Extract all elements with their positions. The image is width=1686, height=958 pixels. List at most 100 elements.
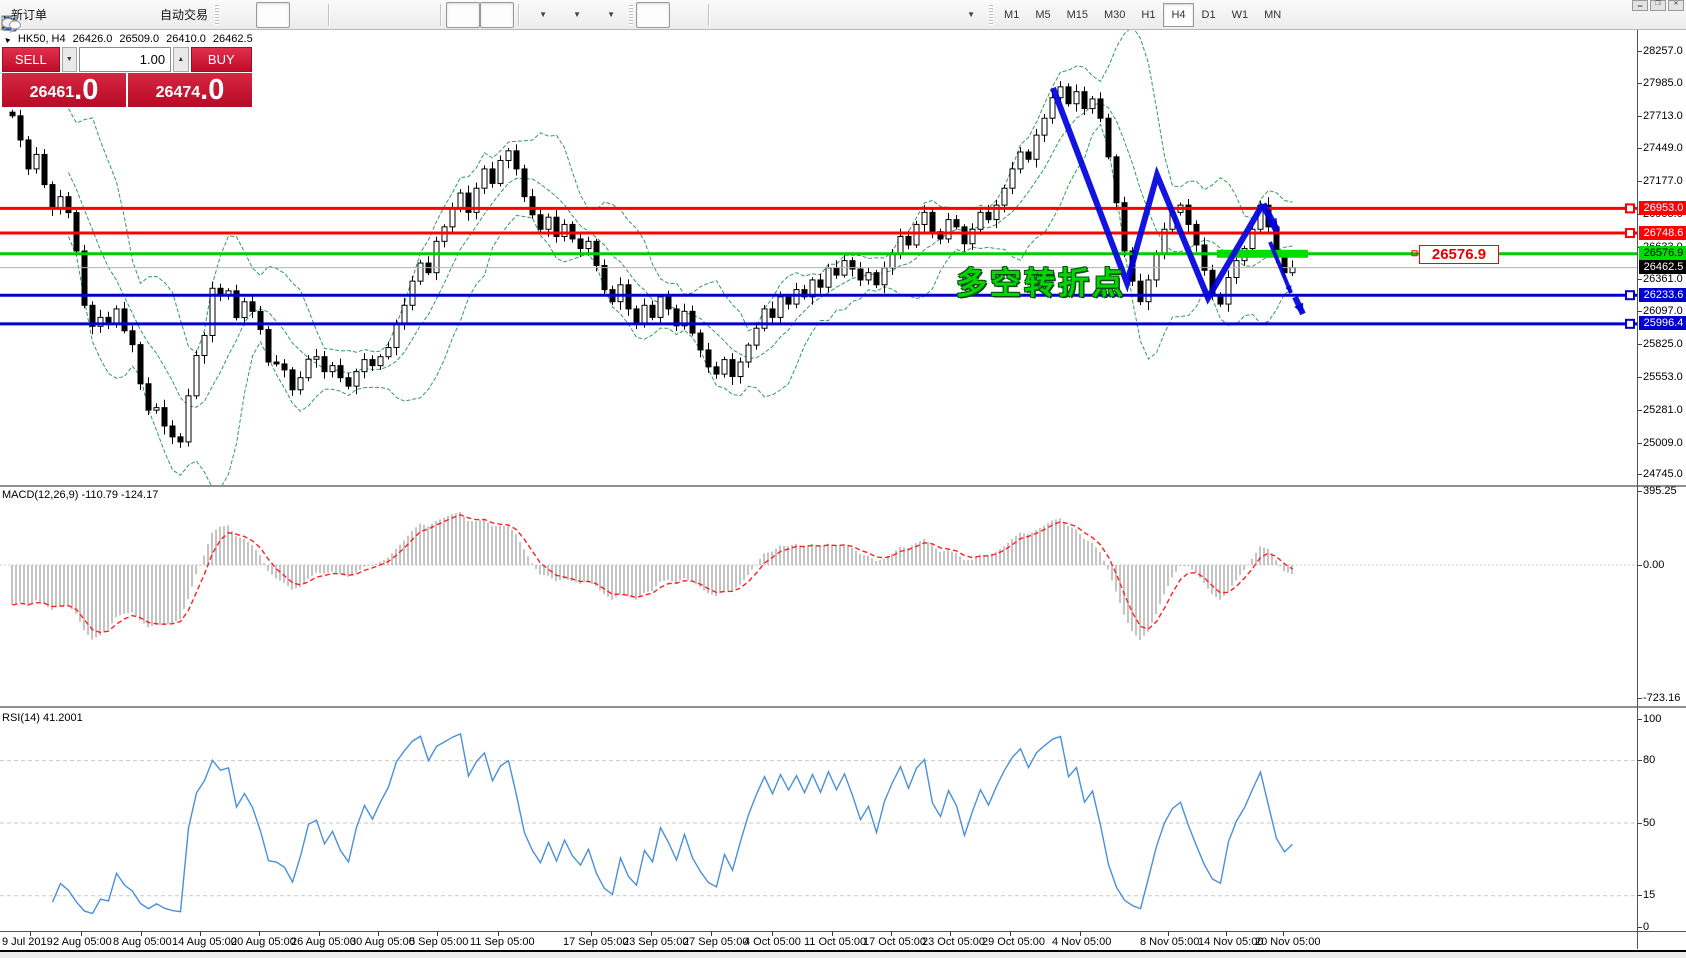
price-tag-label[interactable]: 26576.9 bbox=[1419, 245, 1499, 264]
panel-separator[interactable] bbox=[0, 485, 1686, 488]
rsi-axis-label: 50 bbox=[1643, 817, 1656, 829]
time-axis-tick bbox=[319, 932, 320, 936]
time-axis-tick bbox=[1080, 932, 1081, 936]
ohlc-open: 26426.0 bbox=[72, 33, 113, 45]
auto-scroll-button[interactable] bbox=[1, 1, 481, 31]
volume-increase-button[interactable]: ▲ bbox=[173, 47, 189, 72]
signals-button[interactable] bbox=[3, 2, 153, 29]
chevron-down-icon: ▼ bbox=[573, 10, 581, 19]
indicators-button[interactable]: ▼ bbox=[1, 2, 558, 30]
time-axis-label: 5 Sep 05:00 bbox=[409, 936, 469, 948]
chart-shift-button[interactable] bbox=[1, 1, 515, 30]
symbol-info: ▲ HK50, H4 26426.0 26509.0 26410.0 26462… bbox=[0, 33, 253, 45]
timeframe-m15[interactable]: M15 bbox=[1066, 8, 1088, 21]
price-axis-label: 26097.0 bbox=[1643, 305, 1683, 317]
crosshair-button[interactable] bbox=[2, 2, 704, 30]
timeframe-m1[interactable]: M1 bbox=[1004, 8, 1020, 21]
line-chart-button[interactable] bbox=[1, 2, 324, 30]
price-axis-tick bbox=[1637, 377, 1642, 378]
macd-axis-label: 395.25 bbox=[1643, 485, 1677, 497]
horizontal-line-button[interactable] bbox=[2, 2, 782, 28]
time-axis-tick bbox=[772, 932, 773, 936]
candle-chart-button[interactable] bbox=[2, 1, 291, 31]
time-axis-tick bbox=[711, 932, 712, 936]
price-axis-tick bbox=[1637, 474, 1642, 475]
timeframe-d1[interactable]: D1 bbox=[1201, 8, 1216, 21]
timeframe-mn[interactable]: MN bbox=[1264, 8, 1282, 21]
sell-button[interactable]: SELL bbox=[2, 47, 60, 72]
toolbar-separator bbox=[708, 3, 711, 26]
arrows-button[interactable]: ▼ bbox=[4, 2, 986, 29]
time-axis-tick bbox=[1283, 932, 1284, 936]
macd-axis-tick bbox=[1637, 698, 1642, 699]
time-axis[interactable]: 9 Jul 2019 2 Aug 05:00 8 Aug 05:00 14 Aug 0… bbox=[0, 931, 1686, 951]
price-axis-label: 27985.0 bbox=[1643, 77, 1683, 89]
price-axis-label: 27177.0 bbox=[1643, 175, 1683, 187]
vertical-line-button[interactable] bbox=[5, 2, 748, 30]
toolbar-grip bbox=[215, 4, 220, 25]
bottom-divider bbox=[0, 950, 1686, 952]
time-axis-tick bbox=[259, 932, 260, 936]
chart-annotation-text[interactable]: 多空转折点 bbox=[956, 266, 1126, 301]
periods-button[interactable]: ▼ bbox=[1, 2, 592, 31]
autotrade-button[interactable]: 自动交易 bbox=[2, 2, 212, 31]
price-axis-tick bbox=[1637, 344, 1642, 345]
buy-price-main: 26474 bbox=[155, 84, 201, 101]
templates-button[interactable]: ▼ bbox=[1, 2, 626, 29]
charts-button[interactable] bbox=[1, 2, 85, 31]
cursor-button[interactable] bbox=[4, 1, 671, 30]
timeframe-h4[interactable]: H4 bbox=[1163, 2, 1194, 27]
bar-chart-button[interactable] bbox=[2, 2, 256, 29]
zoom-out-button[interactable] bbox=[2, 2, 402, 31]
time-axis-label: 17 Sep 05:00 bbox=[563, 936, 629, 948]
timeframe-m30[interactable]: M30 bbox=[1104, 8, 1126, 21]
volume-decrease-button[interactable]: ▼ bbox=[61, 47, 78, 72]
candlestick-canvas[interactable] bbox=[0, 30, 1637, 486]
time-axis-tick bbox=[1226, 932, 1227, 936]
time-axis-label: 20 Nov 05:00 bbox=[1255, 936, 1321, 948]
price-axis-label: 25825.0 bbox=[1643, 338, 1683, 350]
volume-input[interactable] bbox=[79, 47, 172, 72]
buy-price[interactable]: 26474 .0 bbox=[128, 73, 252, 107]
time-axis-tick bbox=[1168, 932, 1169, 936]
ohlc-low: 26410.0 bbox=[166, 33, 206, 45]
toolbar-grip bbox=[989, 4, 994, 25]
rsi-axis-tick bbox=[1637, 719, 1642, 720]
window-restore-button[interactable]: ❐ bbox=[1650, 0, 1666, 11]
sell-price-main: 26461 bbox=[29, 84, 75, 101]
fibonacci-button[interactable]: F bbox=[2, 2, 884, 32]
terminal-button[interactable] bbox=[1, 2, 119, 30]
macd-canvas[interactable] bbox=[0, 487, 1637, 705]
channel-button[interactable]: E bbox=[1, 2, 850, 32]
macd-axis-label: 0.00 bbox=[1643, 559, 1665, 571]
tile-windows-button[interactable] bbox=[2, 2, 436, 30]
timeframe-m5[interactable]: M5 bbox=[1035, 8, 1051, 21]
price-axis-label: 27449.0 bbox=[1643, 142, 1683, 154]
timeframe-h1[interactable]: H1 bbox=[1141, 8, 1156, 21]
window-close-button[interactable]: ✕ bbox=[1668, 0, 1684, 11]
symbol-name: HK50, H4 bbox=[17, 33, 66, 45]
rsi-indicator-label: RSI(14) 41.2001 bbox=[2, 712, 83, 724]
trendline-button[interactable] bbox=[1, 2, 816, 30]
toolbar-separator bbox=[328, 3, 331, 26]
price-axis-label: 28257.0 bbox=[1643, 45, 1683, 57]
text-label-button[interactable]: T bbox=[1, 2, 952, 30]
rsi-axis-label: 15 bbox=[1643, 889, 1656, 901]
window-minimize-button[interactable]: ▁ bbox=[1632, 0, 1648, 11]
time-axis-tick bbox=[81, 932, 82, 936]
price-axis-label: 25553.0 bbox=[1643, 371, 1683, 383]
buy-button[interactable]: BUY bbox=[190, 47, 253, 72]
time-axis-label: 23 Sep 05:00 bbox=[623, 936, 689, 948]
price-axis-tick bbox=[1637, 279, 1642, 280]
timeframe-w1[interactable]: W1 bbox=[1231, 8, 1249, 21]
sell-price[interactable]: 26461 .0 bbox=[2, 73, 126, 107]
panel-separator[interactable] bbox=[0, 706, 1686, 709]
time-axis-tick bbox=[200, 932, 201, 936]
rsi-axis-tick bbox=[1637, 823, 1642, 824]
zoom-in-button[interactable] bbox=[2, 2, 368, 31]
rsi-canvas[interactable] bbox=[0, 709, 1637, 930]
collapse-panel-icon[interactable]: ▲ bbox=[0, 33, 13, 45]
time-axis-tick bbox=[832, 932, 833, 936]
text-button[interactable]: A bbox=[3, 2, 918, 31]
